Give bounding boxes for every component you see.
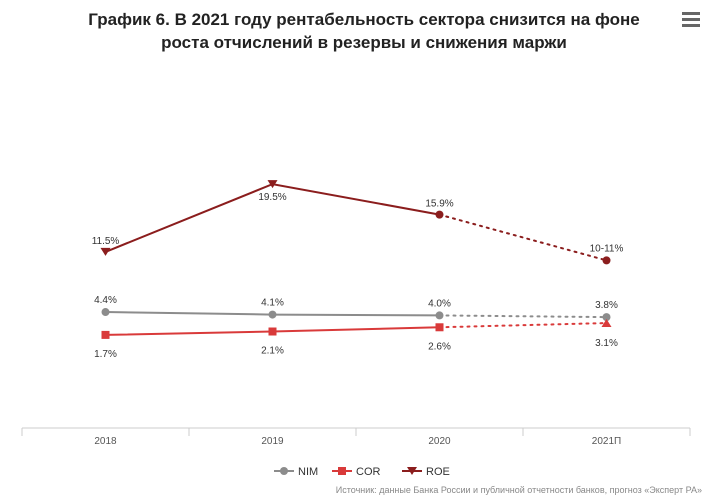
legend-marker-nim [280, 467, 288, 475]
x-tick-label-2021П: 2021П [592, 436, 621, 447]
data-label-nim: 4.4% [94, 295, 117, 306]
data-label-roe: 10-11% [590, 243, 624, 254]
data-point-nim [268, 310, 277, 319]
data-point-roe [100, 247, 111, 256]
source-note: Источник: данные Банка России и публично… [335, 485, 702, 495]
data-label-cor: 2.1% [261, 346, 284, 357]
legend-marker-cor [338, 467, 346, 475]
chart-title-line1: График 6. В 2021 году рентабельность сек… [88, 10, 640, 29]
series-forecast-line-nim [438, 314, 608, 319]
data-point-nim [101, 308, 110, 317]
legend-label-cor: COR [356, 466, 381, 478]
hamburger-menu-icon[interactable] [682, 12, 700, 28]
data-label-cor: 2.6% [428, 341, 451, 352]
x-tick-label-2020: 2020 [428, 436, 451, 447]
legend-label-roe: ROE [426, 466, 450, 478]
data-point-cor [601, 319, 612, 328]
data-label-cor: 3.1% [595, 338, 618, 349]
series-forecast-line-roe [438, 213, 608, 262]
data-label-nim: 4.1% [261, 298, 284, 309]
data-label-nim: 3.8% [595, 300, 618, 311]
data-point-nim [435, 311, 444, 320]
data-label-cor: 1.7% [94, 349, 117, 360]
data-label-roe: 11.5% [92, 236, 120, 247]
data-point-roe [435, 210, 444, 219]
legend-marker-roe [407, 467, 417, 475]
data-point-cor [268, 327, 277, 336]
chart-title: График 6. В 2021 году рентабельность сек… [40, 8, 688, 54]
data-point-roe [267, 180, 278, 189]
data-point-cor [101, 330, 110, 339]
data-point-nim [602, 313, 611, 322]
data-point-cor [435, 323, 444, 332]
chart-title-line2: роста отчислений в резервы и снижения ма… [161, 33, 567, 52]
series-forecast-line-cor [438, 322, 608, 329]
data-point-roe [602, 256, 611, 265]
legend-label-nim: NIM [298, 466, 318, 478]
x-tick-label-2018: 2018 [94, 436, 117, 447]
x-tick-label-2019: 2019 [261, 436, 284, 447]
data-label-roe: 15.9% [425, 199, 453, 210]
data-label-roe: 19.5% [258, 192, 286, 203]
data-label-nim: 4.0% [428, 298, 451, 309]
